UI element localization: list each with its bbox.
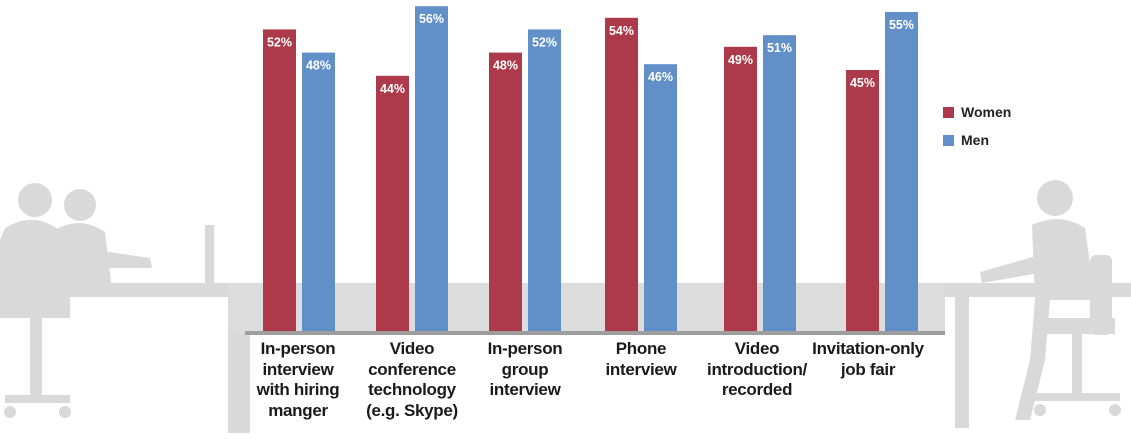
men-value-label-0: 48% <box>306 59 331 73</box>
legend-label-women: Women <box>961 104 1012 120</box>
interview-silhouette-left <box>0 183 250 433</box>
table-band <box>228 283 945 333</box>
men-value-label-1: 56% <box>419 12 444 26</box>
category-label-phone-interview: Phone interview <box>605 339 677 379</box>
women-value-label-2: 48% <box>493 59 518 73</box>
legend-swatch-men <box>943 134 954 146</box>
bars-layer: 52% 48% 44% 56% 48% 52% 54% 46% 49% 51% 45% 55% <box>263 6 918 332</box>
men-bar-3 <box>644 64 677 331</box>
women-bar-4 <box>724 46 757 332</box>
men-bar-1 <box>415 6 448 331</box>
legend-swatch-women <box>943 106 954 118</box>
category-label-video-introduction: Video introduction/ recorded <box>707 339 807 399</box>
men-bar-0 <box>302 52 335 331</box>
men-bar-2 <box>528 29 561 332</box>
legend-item-women: Women <box>943 104 1011 120</box>
men-value-label-5: 55% <box>889 18 914 32</box>
women-bar-1 <box>376 75 409 331</box>
women-value-label-5: 45% <box>850 76 875 90</box>
men-value-label-2: 52% <box>532 35 557 49</box>
category-label-group-interview: In-person group interview <box>487 339 563 399</box>
women-bar-3 <box>605 17 638 332</box>
legend-item-men: Men <box>943 132 989 148</box>
women-bar-2 <box>489 52 522 331</box>
men-bar-4 <box>763 35 796 331</box>
women-value-label-0: 52% <box>267 35 292 49</box>
men-bar-5 <box>885 12 918 331</box>
interview-silhouette-right <box>945 180 1131 428</box>
women-value-label-3: 54% <box>609 24 634 38</box>
men-value-label-3: 46% <box>648 70 673 84</box>
category-label-job-fair: Invitation-only job fair <box>812 339 924 379</box>
category-label-in-person-interview: In-person interview with hiring manger <box>256 339 340 420</box>
women-bar-0 <box>263 29 296 332</box>
women-bar-5 <box>846 70 879 331</box>
women-value-label-1: 44% <box>380 82 405 96</box>
women-value-label-4: 49% <box>728 53 753 67</box>
men-value-label-4: 51% <box>767 41 792 55</box>
legend-label-men: Men <box>961 132 989 148</box>
category-label-video-conference: Video conference technology (e.g. Skype) <box>366 339 458 420</box>
